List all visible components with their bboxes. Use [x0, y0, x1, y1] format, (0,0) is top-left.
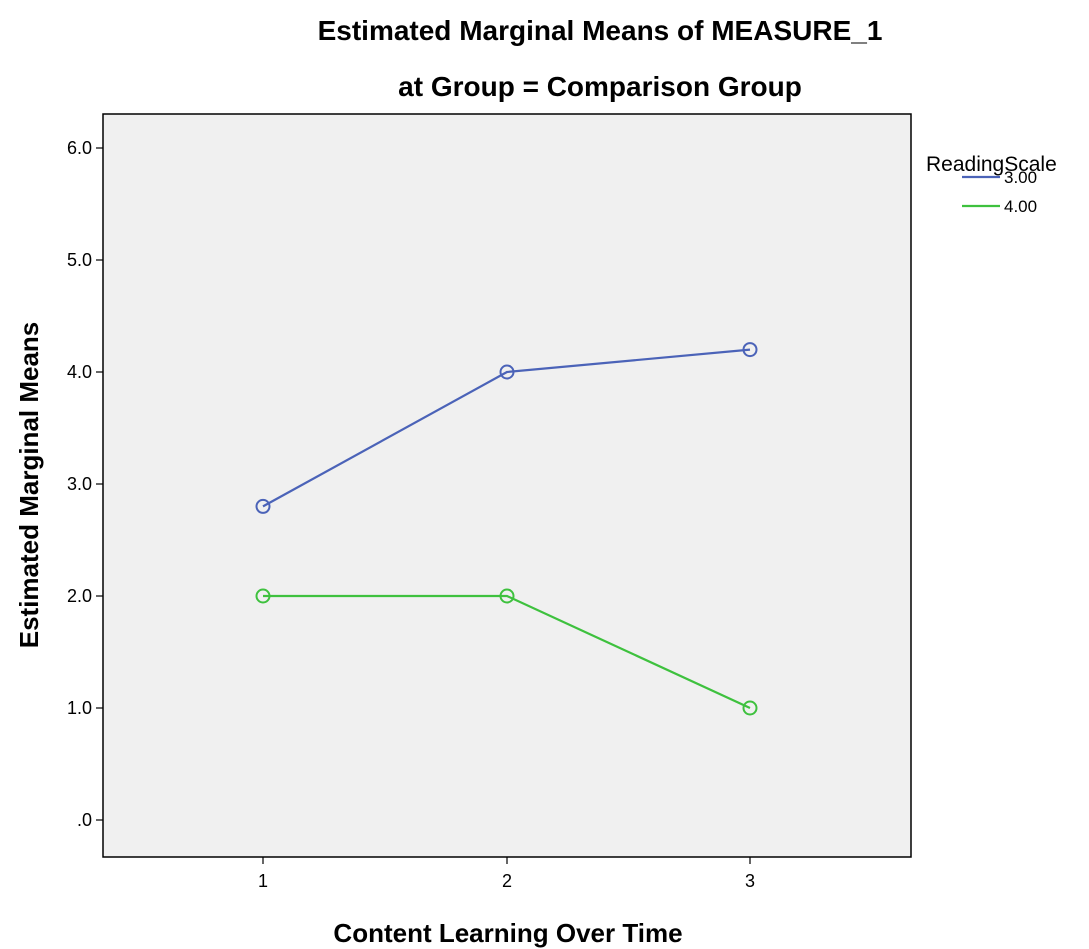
- legend-item: 3.00: [962, 168, 1037, 187]
- data-point: [255, 498, 271, 514]
- legend-item: 4.00: [962, 197, 1037, 216]
- series-layer: [255, 342, 758, 716]
- data-point: [499, 364, 515, 380]
- y-tick-label: 3.0: [67, 474, 92, 494]
- legend-label: 3.00: [1004, 168, 1037, 187]
- y-tick-label: 4.0: [67, 362, 92, 382]
- legend-title: ReadingScale: [926, 153, 1057, 176]
- y-axis-title: Estimated Marginal Means: [14, 322, 44, 649]
- x-axis-title: Content Learning Over Time: [333, 918, 682, 948]
- plot-area: [102, 113, 912, 858]
- chart-title: Estimated Marginal Means of MEASURE_1: [318, 15, 883, 46]
- legend-label: 4.00: [1004, 197, 1037, 216]
- data-point: [255, 588, 271, 604]
- x-axis: 1 2 3: [258, 857, 755, 891]
- y-tick-label: 1.0: [67, 698, 92, 718]
- data-point: [742, 700, 758, 716]
- x-tick-label: 3: [745, 871, 755, 891]
- data-point: [742, 342, 758, 358]
- y-tick-label: 5.0: [67, 250, 92, 270]
- series-line: [263, 594, 751, 709]
- y-tick-label: .0: [77, 810, 92, 830]
- series-4-00: [255, 588, 758, 716]
- data-point: [499, 588, 515, 604]
- legend: ReadingScale 3.00 4.00: [926, 153, 1057, 216]
- y-axis: .0 1.0 2.0 3.0 4.0 5.0 6.0: [67, 138, 103, 830]
- x-tick-label: 2: [502, 871, 512, 891]
- y-tick-label: 6.0: [67, 138, 92, 158]
- series-3-00: [255, 342, 758, 514]
- series-line: [262, 348, 751, 508]
- x-tick-label: 1: [258, 871, 268, 891]
- chart-subtitle: at Group = Comparison Group: [398, 71, 802, 102]
- y-tick-label: 2.0: [67, 586, 92, 606]
